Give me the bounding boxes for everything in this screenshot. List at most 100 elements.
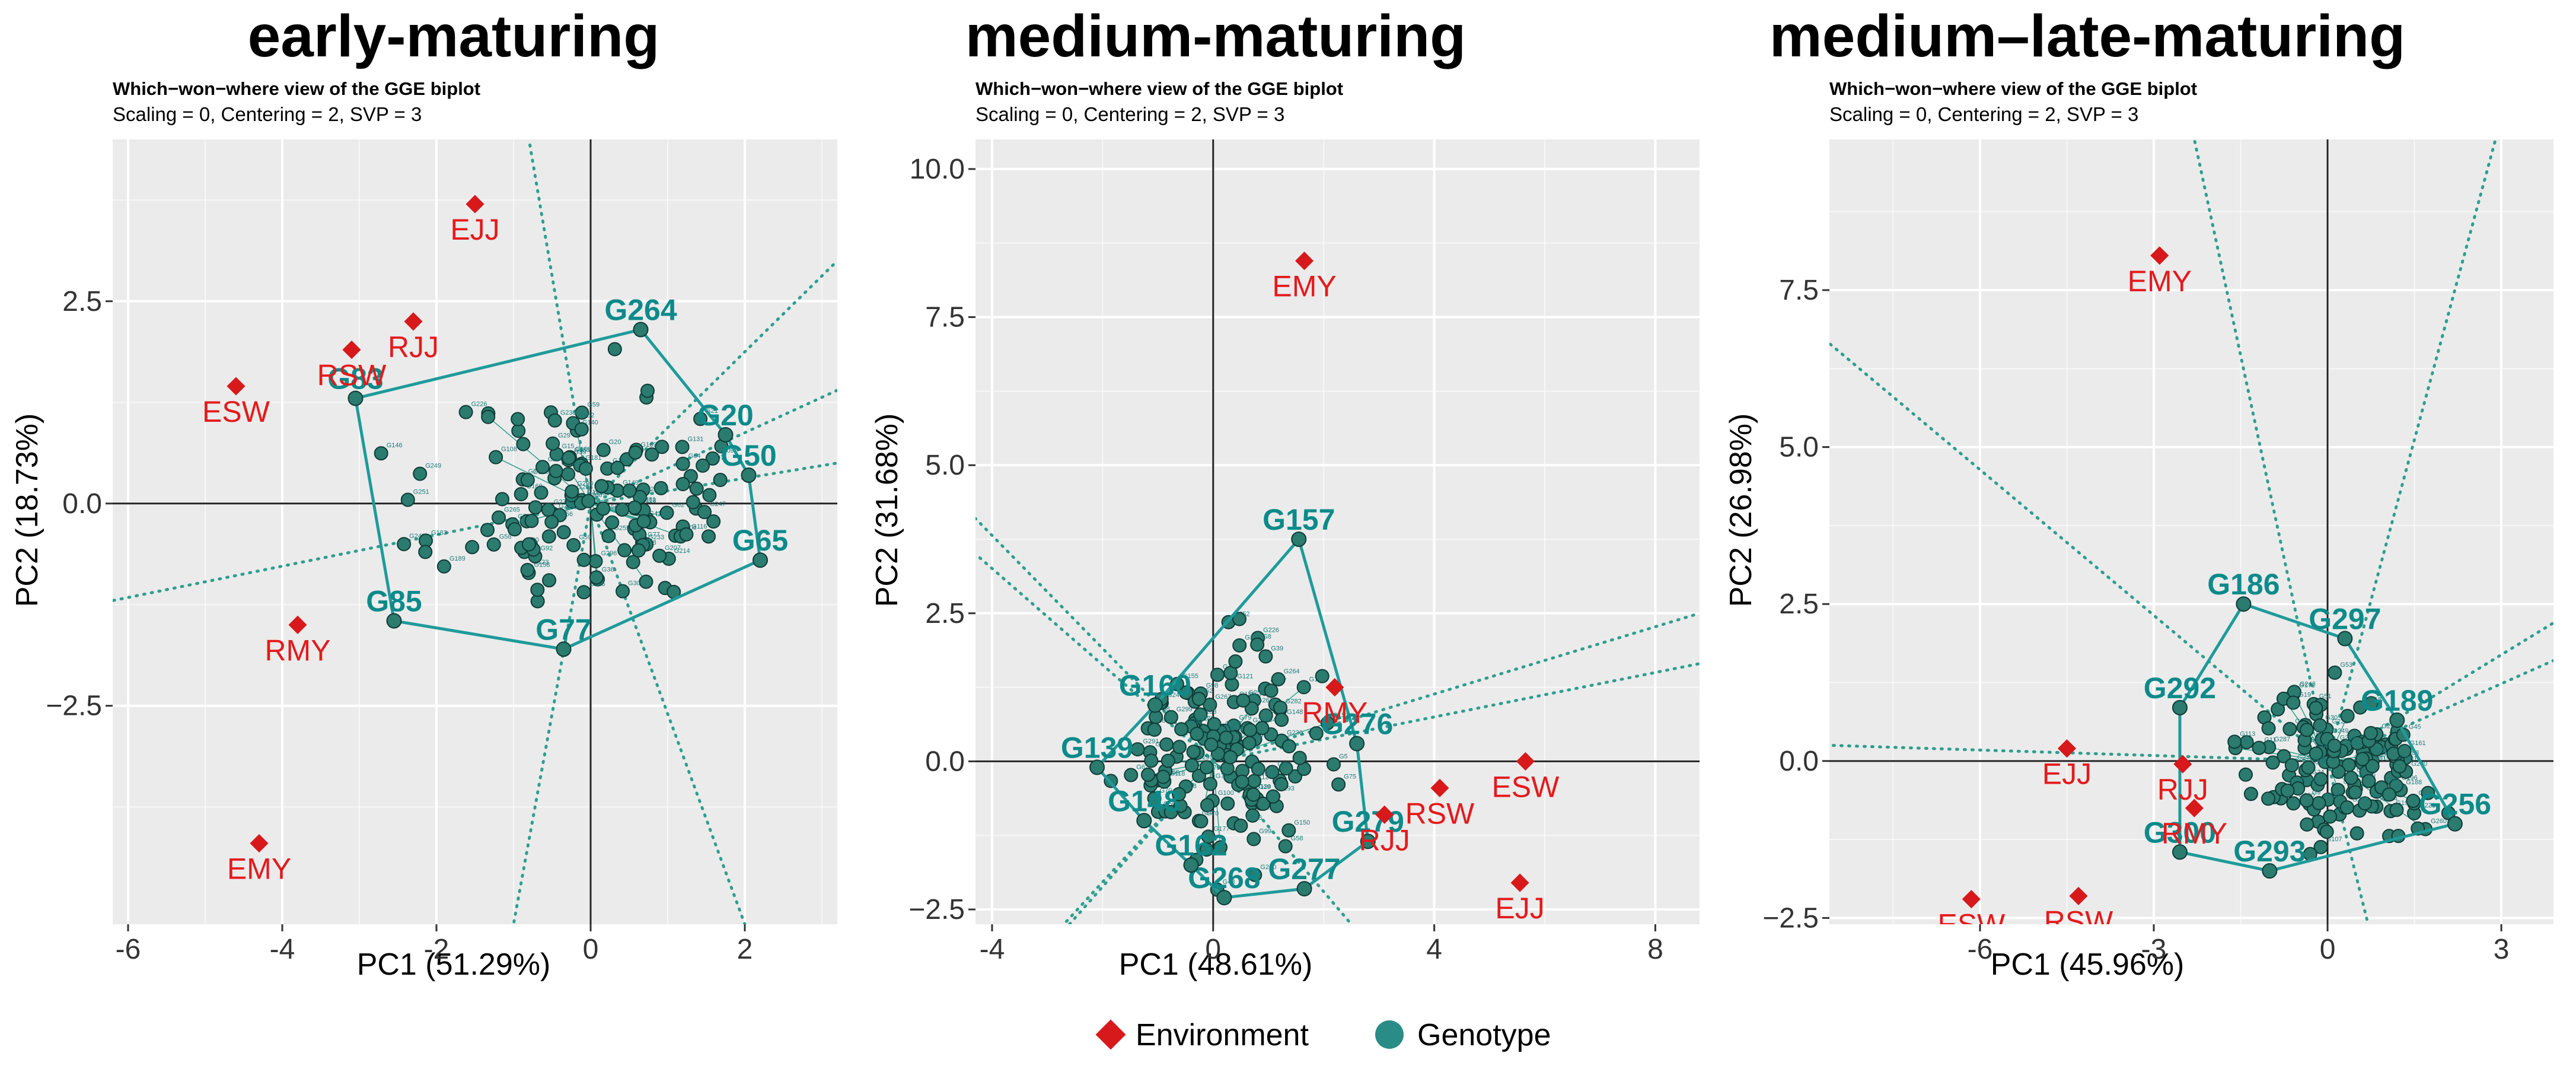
- genotype-point: [1204, 737, 1219, 752]
- plot-panel: [113, 139, 837, 924]
- genotype-point: [640, 383, 655, 398]
- genotype-point: [418, 545, 433, 559]
- genotype-point: [1273, 700, 1288, 715]
- genotype-point-label: G146: [387, 442, 403, 449]
- genotype-point-label: G251: [413, 489, 429, 496]
- environment-label: EJJ: [450, 213, 499, 246]
- genotype-point: [2313, 839, 2328, 854]
- genotype-point: [594, 479, 609, 494]
- genotype-point: [2252, 740, 2266, 755]
- genotype-point-label: G287: [2274, 736, 2290, 743]
- genotype-point: [1232, 638, 1247, 653]
- genotype-point-label: G158: [534, 562, 550, 569]
- genotype-point-label: G131: [688, 435, 704, 443]
- genotype-point-label: G207: [665, 545, 681, 552]
- genotype-point: [458, 405, 473, 419]
- genotype-point: [2261, 791, 2276, 806]
- environment-marker: [1510, 873, 1529, 892]
- genotype-point: [686, 495, 700, 510]
- genotype-point-label: G70: [1206, 810, 1219, 817]
- genotype-point-label: G214: [674, 548, 690, 555]
- genotype-point-label: G70: [1160, 787, 1172, 794]
- genotype-point: [601, 529, 616, 543]
- genotype-point: [1172, 787, 1187, 801]
- genotype-point: [562, 450, 576, 465]
- hull-genotype-point: [1291, 531, 1307, 547]
- genotype-point-label: G226: [1263, 626, 1279, 634]
- genotype-point: [1331, 777, 1346, 792]
- genotype-point: [1265, 765, 1280, 780]
- genotype-point: [1235, 774, 1249, 789]
- hull-genotype-point: [556, 641, 572, 657]
- genotype-point-label: G256: [1219, 726, 1235, 733]
- genotype-point: [2340, 708, 2355, 723]
- x-tick-label: -3: [2141, 934, 2167, 965]
- genotype-point-label: G116: [691, 523, 707, 530]
- x-axis-label: PC1 (48.61%): [1119, 947, 1313, 982]
- genotype-point: [1243, 723, 1258, 737]
- environment-label: RJJ: [2157, 773, 2208, 806]
- genotype-point: [2238, 767, 2253, 782]
- genotype-point: [2406, 794, 2421, 809]
- hull-genotype-label: G189: [2361, 684, 2433, 717]
- genotype-point-label: G118: [1169, 771, 1185, 778]
- genotype-point-label: G209: [2340, 734, 2356, 742]
- genotype-point: [1186, 745, 1201, 759]
- genotype-point: [1184, 758, 1199, 773]
- genotype-point: [2339, 800, 2354, 815]
- genotype-point-label: G189: [449, 555, 466, 562]
- genotype-point-label: G264: [1284, 668, 1300, 675]
- genotype-point-label: G18: [1184, 783, 1197, 790]
- hull-genotype-label: G300: [2144, 816, 2216, 849]
- genotype-point-label: G155: [1182, 673, 1198, 680]
- genotype-point: [1296, 680, 1311, 695]
- genotype-point: [397, 537, 412, 552]
- x-axis-label: PC1 (45.96%): [1991, 947, 2185, 982]
- genotype-point: [1281, 823, 1296, 838]
- genotype-point-label: G100: [1218, 790, 1234, 797]
- genotype-point: [574, 422, 589, 437]
- genotype-point: [1172, 740, 1187, 755]
- genotype-point-label: G221: [2419, 802, 2435, 809]
- genotype-point: [1246, 832, 1261, 847]
- genotype-point: [576, 552, 591, 567]
- plot-area: G171G223G199G243G188G221G19G195G24G260G2…: [1829, 139, 2553, 924]
- genotype-point: [2353, 700, 2368, 715]
- genotype-point: [578, 462, 593, 476]
- genotype-point: [2355, 752, 2370, 766]
- hull-genotype-label: G20: [697, 399, 754, 432]
- genotype-point: [507, 522, 522, 537]
- hull-genotype-point: [1147, 697, 1163, 713]
- environment-marker: [2057, 739, 2077, 758]
- genotype-point-label: G188: [2406, 779, 2422, 786]
- environment-marker: [1516, 752, 1535, 771]
- genotype-point: [2361, 774, 2376, 788]
- legend: Environment Genotype: [1095, 1018, 1551, 1052]
- genotype-point: [626, 555, 640, 570]
- genotype-point-label: G108: [501, 446, 517, 453]
- genotype-point-label: G41: [649, 510, 662, 517]
- genotype-point: [596, 443, 611, 457]
- convex-hull: [1095, 536, 1370, 899]
- genotype-point-label: G233: [648, 534, 664, 541]
- genotype-point: [596, 501, 611, 516]
- genotype-point: [652, 548, 667, 563]
- genotype-point-label: G33: [2387, 776, 2399, 783]
- genotype-point: [544, 514, 559, 529]
- genotype-point: [1213, 840, 1228, 855]
- genotype-point: [689, 481, 704, 496]
- genotype-point-label: G5: [1339, 753, 1348, 760]
- genotype-point: [1326, 757, 1341, 772]
- genotype-point-label: G29: [558, 432, 570, 440]
- genotype-point: [1179, 685, 1194, 700]
- genotype-point-label: G243: [2300, 680, 2316, 688]
- genotype-point-label: G249: [425, 463, 441, 470]
- genotype-point-label: G98: [1196, 715, 1209, 722]
- genotype-point: [617, 543, 632, 558]
- genotype-point-label: G113: [2240, 730, 2255, 737]
- panel-subtitle: Which−won−where view of the GGE biplot: [975, 78, 1343, 99]
- genotype-point-label: G262: [1257, 697, 1273, 704]
- genotype-point: [2309, 701, 2323, 715]
- genotype-point: [1288, 769, 1303, 784]
- genotype-point: [547, 413, 562, 428]
